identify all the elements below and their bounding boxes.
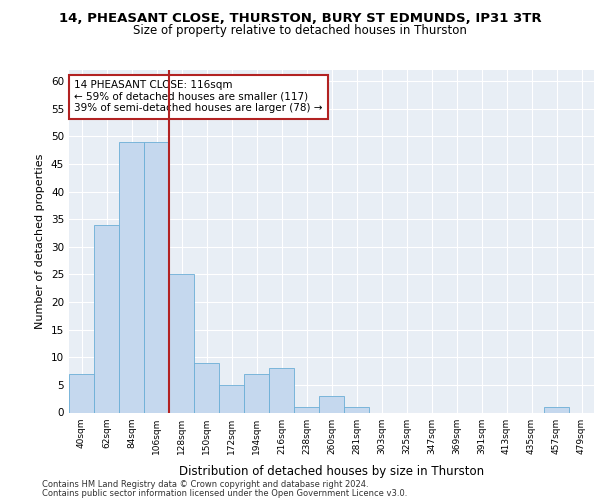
Y-axis label: Number of detached properties: Number of detached properties <box>35 154 46 329</box>
Text: Size of property relative to detached houses in Thurston: Size of property relative to detached ho… <box>133 24 467 37</box>
Bar <box>194 363 219 412</box>
Bar <box>144 142 169 412</box>
Text: 14, PHEASANT CLOSE, THURSTON, BURY ST EDMUNDS, IP31 3TR: 14, PHEASANT CLOSE, THURSTON, BURY ST ED… <box>59 12 541 26</box>
Bar <box>119 142 144 412</box>
Bar <box>294 407 319 412</box>
Text: 14 PHEASANT CLOSE: 116sqm
← 59% of detached houses are smaller (117)
39% of semi: 14 PHEASANT CLOSE: 116sqm ← 59% of detac… <box>74 80 323 114</box>
Bar <box>169 274 194 412</box>
Text: Contains HM Land Registry data © Crown copyright and database right 2024.: Contains HM Land Registry data © Crown c… <box>42 480 368 489</box>
Bar <box>344 407 369 412</box>
X-axis label: Distribution of detached houses by size in Thurston: Distribution of detached houses by size … <box>179 465 484 478</box>
Bar <box>69 374 94 412</box>
Bar <box>269 368 294 412</box>
Text: Contains public sector information licensed under the Open Government Licence v3: Contains public sector information licen… <box>42 488 407 498</box>
Bar <box>244 374 269 412</box>
Bar <box>319 396 344 412</box>
Bar <box>219 385 244 412</box>
Bar <box>94 224 119 412</box>
Bar <box>544 407 569 412</box>
